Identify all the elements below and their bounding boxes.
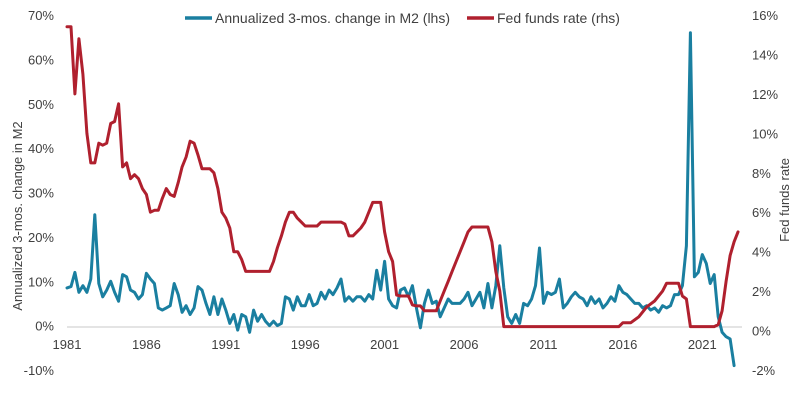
legend[interactable]: Annualized 3-mos. change in M2 (lhs) Fed… xyxy=(185,10,620,26)
x-axis-ticks: 1981 1986 1991 1996 2001 2006 2011 2016 2021 xyxy=(53,337,717,352)
x-tick-label: 2001 xyxy=(370,337,399,352)
x-tick-label: 2006 xyxy=(450,337,479,352)
right-tick-label: 16% xyxy=(752,8,778,23)
left-tick-label: 40% xyxy=(28,141,54,156)
x-tick-label: 1996 xyxy=(291,337,320,352)
left-tick-label: 20% xyxy=(28,230,54,245)
series-line-fed-funds xyxy=(65,25,740,329)
right-tick-label: -2% xyxy=(752,363,776,378)
legend-label-fed-funds: Fed funds rate (rhs) xyxy=(497,10,620,26)
right-axis-ticks: -2% 0% 2% 4% 6% 8% 10% 12% 14% 16% xyxy=(752,8,778,378)
left-axis-ticks: -10% 0% 10% 20% 30% 40% 50% 60% 70% xyxy=(24,8,55,378)
left-tick-label: 0% xyxy=(35,319,54,334)
x-tick-label: 2011 xyxy=(529,337,557,352)
left-tick-label: -10% xyxy=(24,363,55,378)
left-tick-label: 50% xyxy=(28,97,54,112)
legend-label-m2: Annualized 3-mos. change in M2 (lhs) xyxy=(215,10,450,26)
series-layer xyxy=(65,25,740,368)
right-tick-label: 2% xyxy=(752,284,771,299)
x-tick-label: 1991 xyxy=(211,337,240,352)
x-tick-label: 2021 xyxy=(688,337,717,352)
x-tick-label: 1981 xyxy=(53,337,82,352)
right-tick-label: 10% xyxy=(752,126,778,141)
right-tick-label: 4% xyxy=(752,245,771,260)
left-tick-label: 60% xyxy=(28,52,54,67)
left-tick-label: 10% xyxy=(28,274,54,289)
right-tick-label: 8% xyxy=(752,166,771,181)
right-tick-label: 12% xyxy=(752,87,778,102)
left-tick-label: 70% xyxy=(28,8,54,23)
right-tick-label: 0% xyxy=(752,324,771,339)
x-tick-label: 2016 xyxy=(608,337,637,352)
right-tick-label: 14% xyxy=(752,47,778,62)
right-axis-title: Fed funds rate xyxy=(777,158,792,242)
series-line-m2 xyxy=(65,31,736,368)
x-tick-label: 1986 xyxy=(132,337,161,352)
right-tick-label: 6% xyxy=(752,205,771,220)
left-axis-title: Annualized 3-mos. change in M2 xyxy=(10,121,25,310)
left-tick-label: 30% xyxy=(28,186,54,201)
